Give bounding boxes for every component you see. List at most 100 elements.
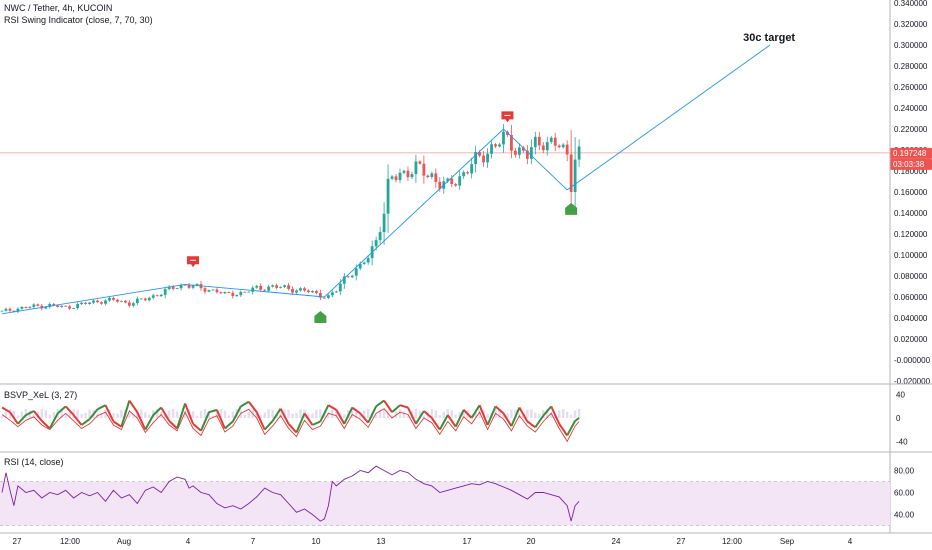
candle xyxy=(127,302,131,306)
bsvp-volume-bar xyxy=(498,409,501,418)
bsvp-fast-segment xyxy=(558,423,568,437)
bsvp-volume-bar xyxy=(120,409,123,418)
rsi-title: RSI (14, close) xyxy=(4,457,64,467)
bsvp-fast-segment xyxy=(566,420,576,436)
bsvp-pane[interactable]: 40 0 -40 BSVP_XeL (3, 27) xyxy=(0,390,908,447)
swing-line xyxy=(1,128,568,315)
bsvp-volume-bar xyxy=(76,409,79,418)
bsvp-volume-bar xyxy=(104,409,107,418)
candle xyxy=(426,175,430,178)
bsvp-fast-segment xyxy=(271,408,282,422)
bsvp-fast-segment xyxy=(367,405,378,424)
bsvp-fast-segment xyxy=(510,407,521,427)
bsvp-tick-label: -40 xyxy=(896,437,908,446)
candle xyxy=(163,289,167,295)
candle xyxy=(418,161,422,164)
bsvp-fast-segment xyxy=(415,410,425,425)
bsvp-fast-segment xyxy=(343,407,354,425)
bsvp-volume-bar xyxy=(211,415,215,418)
bsvp-fast-segment xyxy=(192,423,202,432)
candle xyxy=(123,300,127,303)
bsvp-fast-segment xyxy=(1,406,11,414)
price-tick-label: 0.340000 xyxy=(894,0,928,8)
candle xyxy=(462,172,466,177)
candle xyxy=(171,286,175,289)
candle xyxy=(76,304,80,309)
bsvp-fast-segment xyxy=(9,411,19,425)
last-price-tag xyxy=(890,147,932,159)
chart-title: NWC / Tether, 4h, KUCOIN xyxy=(4,3,112,13)
bsvp-fast-segment xyxy=(383,399,393,413)
bsvp-volume-bar xyxy=(406,415,410,418)
bsvp-fast-segment xyxy=(224,420,234,430)
candle xyxy=(338,283,342,292)
bsvp-volume-bar xyxy=(450,410,453,418)
candle xyxy=(143,298,147,301)
bsvp-volume-bar xyxy=(335,409,338,418)
bsvp-volume-bar xyxy=(148,414,151,418)
swing-top-marker xyxy=(187,256,200,268)
candle xyxy=(139,298,143,300)
candle xyxy=(450,178,454,185)
price-tick-label: 0.100000 xyxy=(894,251,928,260)
bsvp-volume-bar xyxy=(132,414,135,418)
candle xyxy=(56,305,60,307)
candle xyxy=(271,285,275,287)
bsvp-volume-bar xyxy=(183,410,187,418)
bsvp-volume-bar xyxy=(291,413,294,418)
bsvp-y-axis: 40 0 -40 xyxy=(896,391,908,447)
bsvp-volume-bar xyxy=(530,409,533,418)
bsvp-volume-bar xyxy=(163,414,167,418)
bsvp-volume-bar xyxy=(24,409,28,418)
bsvp-volume-bar xyxy=(366,409,370,418)
candle xyxy=(434,173,438,182)
candle xyxy=(12,310,16,312)
candle xyxy=(366,258,370,263)
candle xyxy=(315,290,318,293)
candle xyxy=(24,306,28,308)
candle xyxy=(374,240,378,247)
rsi-pane[interactable]: 80.00 60.00 40.00 RSI (14, close) xyxy=(0,457,915,526)
candle xyxy=(330,292,334,296)
rsi-tick-label: 80.00 xyxy=(894,467,915,476)
candle xyxy=(545,142,549,151)
price-tick-label: 0.280000 xyxy=(894,62,928,71)
candle xyxy=(521,147,525,151)
candle xyxy=(52,303,56,306)
candle xyxy=(0,310,4,312)
price-tick-label: 0.320000 xyxy=(894,20,928,29)
candle xyxy=(322,297,326,299)
bsvp-volume-bar xyxy=(474,412,477,418)
swing-bottom-marker xyxy=(565,202,578,215)
bsvp-volume-bar xyxy=(175,411,179,418)
bsvp-volume-bar xyxy=(283,409,286,418)
rsi-y-axis: 80.00 60.00 40.00 xyxy=(894,467,915,520)
candle xyxy=(295,290,298,293)
price-tick-label: 0.060000 xyxy=(894,293,928,302)
bsvp-volume-bar xyxy=(327,413,330,418)
bsvp-volume-bar xyxy=(558,410,561,418)
candle xyxy=(482,155,485,163)
bsvp-fast-segment xyxy=(574,417,580,422)
bsvp-volume-bar xyxy=(259,414,262,418)
time-tick-label: Sep xyxy=(780,537,795,546)
bsvp-volume-bar xyxy=(382,409,386,418)
bsvp-volume-bar xyxy=(550,412,553,418)
candle xyxy=(84,302,87,304)
time-tick-label: 12:00 xyxy=(722,537,743,546)
bsvp-volume-bar xyxy=(434,410,438,418)
bsvp-volume-bar xyxy=(68,412,71,418)
bsvp-fast-segment xyxy=(25,410,35,416)
bsvp-volume-bar xyxy=(231,411,235,418)
price-pane[interactable]: 0.340000 0.320000 0.300000 0.280000 0.260000… xyxy=(0,0,932,386)
candle xyxy=(514,150,517,155)
bsvp-volume-bar xyxy=(359,414,362,418)
bsvp-volume-bar xyxy=(577,409,581,418)
candle xyxy=(183,284,187,286)
bsvp-volume-bar xyxy=(514,409,517,418)
bsvp-fast-segment xyxy=(518,407,529,422)
bsvp-volume-bar xyxy=(128,412,131,418)
candle xyxy=(60,305,64,307)
price-tick-label: 0.120000 xyxy=(894,230,928,239)
